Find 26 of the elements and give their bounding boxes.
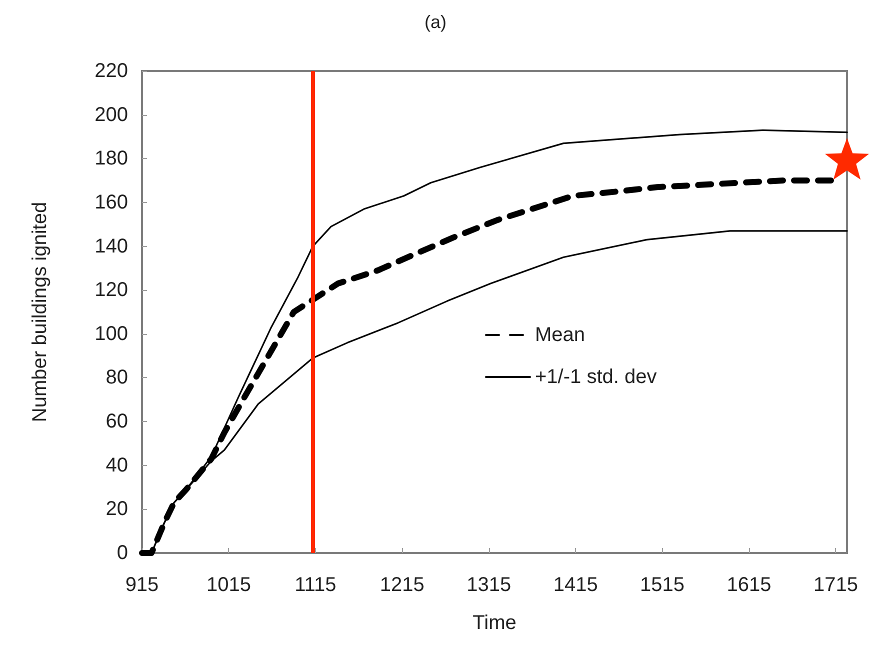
x-tick-label: 1615: [726, 574, 772, 596]
y-tick-label: 80: [106, 366, 128, 389]
y-tick-label: 0: [116, 542, 128, 564]
y-tick-label: 140: [94, 235, 128, 258]
y-tick-label: 100: [94, 322, 128, 345]
x-tick-label: 1515: [640, 574, 685, 596]
x-tick-label: 1015: [206, 574, 251, 596]
legend-label: +1/-1 std. dev: [535, 366, 657, 388]
x-tick-label: 915: [125, 574, 159, 596]
y-axis-title: Number buildings ignited: [29, 202, 51, 422]
x-tick-label: 1715: [813, 574, 858, 596]
x-axis-title: Time: [472, 612, 516, 634]
legend-label: Mean: [535, 324, 586, 346]
x-tick-label: 1315: [466, 574, 512, 596]
x-tick-label: 1215: [380, 574, 424, 596]
x-tick-label: 1115: [294, 574, 336, 596]
x-tick-label: 1415: [553, 574, 598, 596]
y-tick-label: 200: [94, 104, 128, 126]
chart-title: (a): [424, 12, 446, 32]
y-tick-label: 180: [94, 148, 128, 170]
y-tick-label: 220: [94, 60, 128, 82]
y-tick-label: 60: [106, 410, 128, 433]
y-tick-label: 120: [94, 279, 128, 302]
y-tick-label: 160: [94, 191, 128, 214]
y-tick-label: 40: [106, 454, 128, 476]
y-tick-label: 20: [106, 498, 128, 520]
